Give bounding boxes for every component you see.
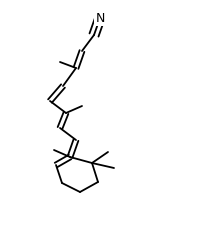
Text: N: N (95, 12, 105, 25)
